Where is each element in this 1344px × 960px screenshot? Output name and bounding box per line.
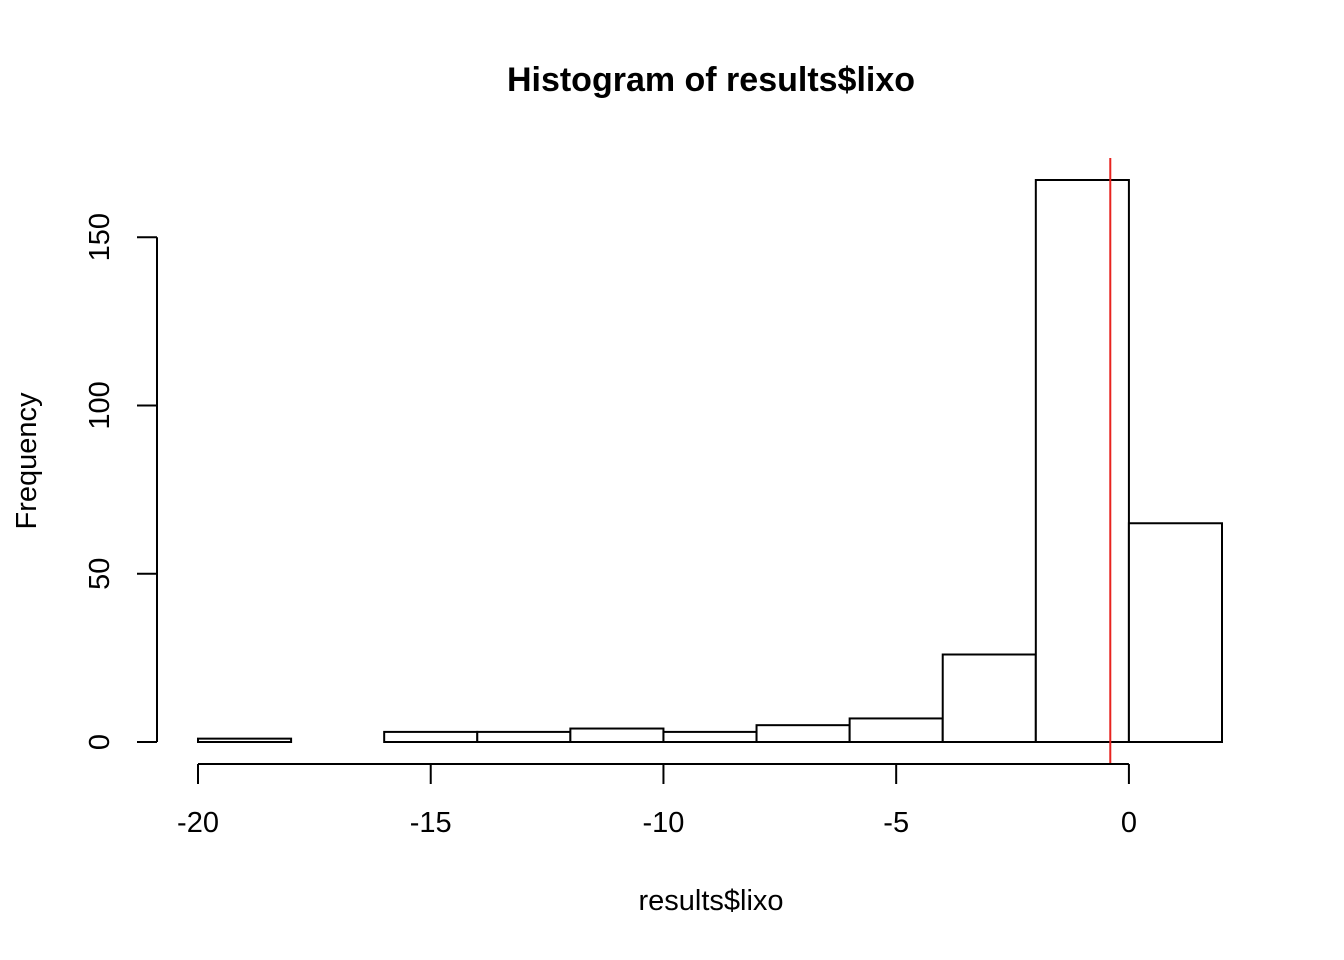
histogram-bar — [1034, 179, 1130, 743]
histogram-bar — [1127, 522, 1223, 744]
bars-group — [197, 179, 1223, 744]
histogram-bar — [941, 653, 1037, 743]
chart-title: Histogram of results$lixo — [507, 61, 915, 99]
histogram-bar — [383, 730, 479, 743]
x-tick-label: -5 — [883, 807, 909, 839]
x-tick-label: -15 — [410, 807, 452, 839]
histogram-bar — [197, 737, 293, 743]
y-axis: 0 50 100 150 — [84, 213, 158, 750]
x-axis: -20 -15 -10 -5 0 — [177, 763, 1137, 839]
y-axis-label: Frequency — [11, 392, 43, 530]
histogram-bar — [848, 717, 944, 744]
x-axis-label: results$lixo — [638, 885, 783, 917]
y-tick-label: 0 — [84, 734, 116, 750]
y-tick-label: 50 — [84, 558, 116, 590]
y-tick-label: 150 — [84, 213, 116, 261]
histogram-bar — [755, 724, 851, 743]
histogram-bar — [662, 730, 758, 743]
histogram-bar — [476, 730, 572, 743]
y-tick-label: 100 — [84, 381, 116, 429]
x-tick-label: 0 — [1121, 807, 1137, 839]
x-tick-label: -20 — [177, 807, 219, 839]
histogram-bar — [569, 727, 665, 744]
x-tick-label: -10 — [642, 807, 684, 839]
